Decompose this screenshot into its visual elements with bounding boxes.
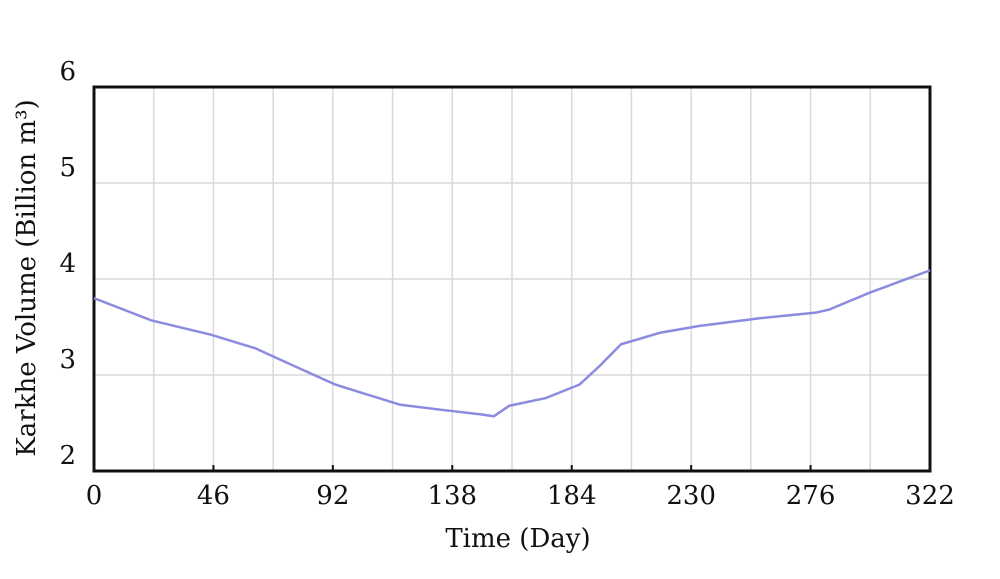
y-tick-label: 5	[59, 153, 76, 183]
x-tick-label: 138	[427, 481, 477, 511]
line	[93, 269, 931, 418]
x-tick-label: 184	[547, 481, 597, 511]
y-tick-label: 6	[59, 57, 76, 87]
x-tick-label: 0	[86, 481, 103, 511]
y-tick-label: 2	[59, 441, 76, 471]
x-tick-label: 322	[905, 481, 955, 511]
x-tick-label: 46	[197, 481, 230, 511]
y-axis-label: Karkhe Volume (Billion m³)	[12, 99, 42, 456]
x-tick-label: 276	[786, 481, 836, 511]
x-tick-label: 230	[666, 481, 716, 511]
y-tick-label: 3	[59, 345, 76, 375]
x-tick-label: 92	[316, 481, 349, 511]
y-tick-label: 4	[59, 249, 76, 279]
plot-frame	[92, 85, 932, 473]
x-axis-label: Time (Day)	[445, 524, 590, 554]
